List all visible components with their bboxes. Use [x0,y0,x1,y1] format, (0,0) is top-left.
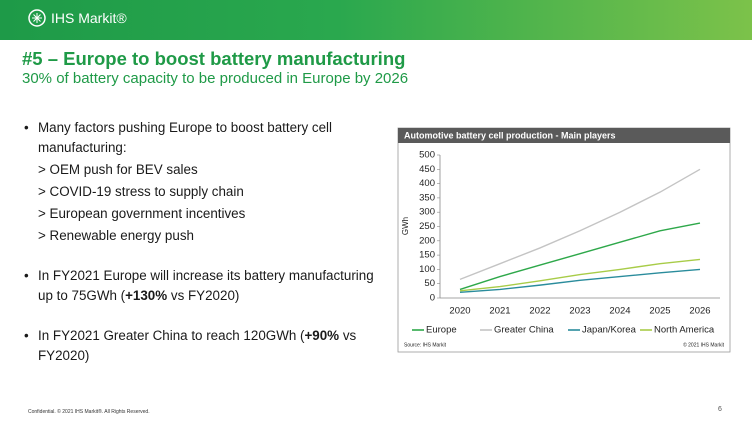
x-tick-label: 2024 [609,306,630,317]
header-bar: IHS Markit® [0,0,752,40]
chart-title-bar [398,128,730,143]
x-tick-label: 2026 [689,306,710,317]
x-tick-label: 2025 [649,306,670,317]
legend-label: Japan/Korea [582,325,637,336]
bullet-text: In FY2021 Greater China to reach 120GWh … [38,328,305,343]
legend-label: Europe [426,325,457,336]
y-tick-label: 300 [419,207,435,218]
chart-title: Automotive battery cell production - Mai… [404,130,616,140]
bullet-text: vs FY2020) [167,288,240,303]
page-number: 6 [718,406,722,413]
bullet-text: In FY2021 Europe will increase its batte… [38,268,374,303]
y-tick-label: 200 [419,235,435,246]
y-tick-label: 350 [419,192,435,203]
bullet: Many factors pushing Europe to boost bat… [22,118,382,246]
series-line [459,268,701,293]
series-line [459,168,701,281]
y-tick-label: 100 [419,264,435,275]
logo-text: IHS Markit® [51,10,127,26]
slide-subtitle: 30% of battery capacity to be produced i… [22,70,409,87]
y-tick-label: 0 [430,293,435,304]
slide-title: #5 – Europe to boost battery manufacturi… [22,48,406,69]
bullet-list: Many factors pushing Europe to boost bat… [22,118,382,386]
y-tick-label: 400 [419,178,435,189]
bullet-bold: +90% [304,328,340,343]
bullet: In FY2021 Europe will increase its batte… [22,266,382,306]
footer: Confidential. © 2021 IHS Markit®. All Ri… [28,409,150,415]
x-tick-label: 2022 [529,306,550,317]
copyright: © 2021 IHS Markit [683,341,725,348]
sub-item: > OEM push for BEV sales [38,162,198,177]
y-tick-label: 250 [419,221,435,232]
y-tick-label: 500 [419,150,435,161]
y-tick-label: 450 [419,164,435,175]
sub-item: > COVID-19 stress to supply chain [38,184,244,199]
bullet-text: Many factors pushing Europe to boost bat… [38,120,333,155]
x-tick-label: 2020 [449,306,470,317]
bullet: In FY2021 Greater China to reach 120GWh … [22,326,382,366]
bullet-text: vs FY2020) [38,328,357,363]
legend-label: North America [654,325,715,336]
y-axis-label: GWh [401,217,410,235]
series-line [459,258,701,292]
bullet-bold: +130% [125,288,168,303]
logo: IHS Markit® [28,9,127,27]
x-tick-label: 2021 [489,306,510,317]
sub-item: > Renewable energy push [38,228,194,243]
legend-label: Greater China [494,325,554,336]
x-tick-label: 2023 [569,306,590,317]
logo-icon [28,9,46,27]
chart-frame [397,127,731,353]
source: Source: IHS Markit [404,342,447,348]
y-tick-label: 150 [419,250,435,261]
series-line [459,222,701,291]
sub-item: > European government incentives [38,206,246,221]
y-tick-label: 50 [424,278,435,289]
